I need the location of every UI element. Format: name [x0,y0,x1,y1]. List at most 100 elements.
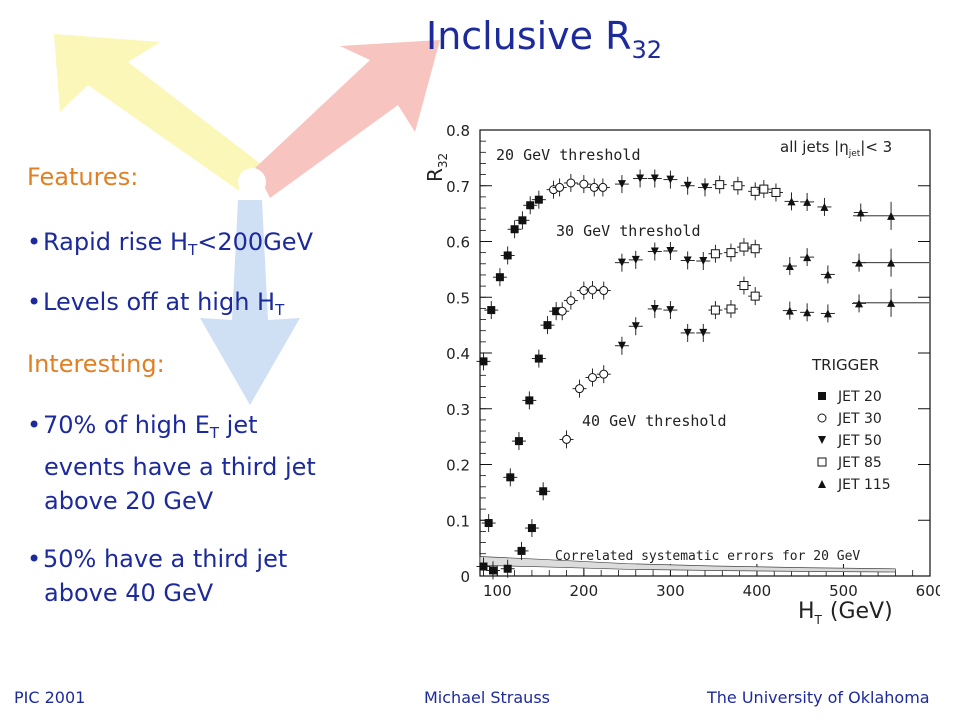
y-tick-label: 0.7 [446,178,470,196]
annotation-30gev: 30 GeV threshold [556,222,701,240]
point-filled-square [517,546,526,555]
series-30-gev-jet-20 [476,302,564,576]
bullet-70-percent: •70% of high ET jet events have a third … [27,408,387,518]
y-axis-label: R32 [423,153,450,182]
point-open-square [726,304,736,314]
plot-labels: 20 GeV threshold 30 GeV threshold 40 GeV… [423,138,893,627]
point-triangle-down [683,256,692,265]
systematics-band-shape [479,556,896,573]
point-filled-square [518,216,527,225]
point-triangle-down [666,246,675,255]
features-heading: Features: [27,163,139,191]
series-20-gev-jet-30 [546,173,610,199]
point-filled-square [479,562,488,571]
series-40-gev-jet-50 [614,299,711,355]
point-filled-square [526,201,535,210]
point-open-circle [566,178,576,188]
bullet-levels-off: •Levels off at high HT [27,288,285,319]
bullet-line-2: above 40 GeV [44,579,214,607]
point-triangle-up [823,309,832,318]
point-triangle-up [887,298,896,307]
point-triangle-down [666,175,675,184]
point-filled-square [487,306,496,315]
series-20-gev-jet-85 [712,175,783,202]
point-open-circle [588,285,597,295]
series-30-gev-jet-30 [555,281,611,321]
bullet-subscript: T [188,241,198,259]
point-triangle-up [887,211,896,220]
annotation-40gev: 40 GeV threshold [582,412,727,430]
series-40-gev-jet-30 [559,365,611,449]
point-open-circle [555,182,565,192]
point-open-square [710,249,720,259]
point-open-circle [598,182,608,192]
footer-left: PIC 2001 [14,688,86,707]
point-triangle-up [887,258,896,267]
point-open-square [739,242,749,252]
legend-entry-label: JET 30 [837,411,882,427]
series-20-gev-jet-20 [476,190,546,371]
y-tick-label: 0.2 [446,457,470,475]
red-arrow-shape [255,40,440,198]
point-triangle-down [683,181,692,190]
point-triangle-up [855,299,864,308]
point-open-circle [588,373,597,383]
bullet-subscript: T [209,424,220,442]
point-triangle-down [650,304,659,313]
series-40-gev-jet-20 [485,482,551,580]
y-tick-label: 0.3 [446,401,470,419]
point-triangle-up [803,253,812,262]
point-open-square [750,244,760,254]
point-triangle-up [820,202,829,211]
point-open-square [733,181,743,191]
point-filled-square [488,566,497,575]
footer-center: Michael Strauss [424,688,550,707]
point-filled-square [539,487,548,496]
point-triangle-down [701,183,709,192]
point-triangle-up [803,197,812,206]
point-filled-square [503,251,512,260]
point-filled-square [543,321,552,330]
legend-entry-label: JET 115 [837,477,891,493]
series-30-gev-jet-115 [782,248,930,284]
bullet-50-percent: •50% have a third jet above 40 GeV [27,542,387,610]
point-triangle-down [617,341,626,350]
point-filled-square [495,273,504,282]
bullet-tail: <200GeV [197,228,313,256]
title-subscript: 32 [631,36,663,64]
bullet-rapid-rise: •Rapid rise HT<200GeV [27,228,313,259]
point-triangle-down [617,180,626,189]
annotation-20gev: 20 GeV threshold [496,146,641,164]
point-open-circle [557,306,567,316]
point-open-circle [599,369,609,379]
point-triangle-down [650,174,659,183]
point-triangle-up [856,208,865,217]
legend-title: TRIGGER [811,356,879,374]
point-triangle-down [631,255,640,264]
bullet-subscript: T [275,301,285,319]
point-triangle-down [666,306,675,315]
point-open-square [750,291,760,301]
point-open-circle [579,286,589,296]
y-tick-label: 0.4 [446,345,470,363]
plot-border [479,129,931,577]
point-filled-square [818,392,826,400]
point-triangle-up [785,306,794,315]
point-open-square [750,186,760,196]
x-tick-label: 100 [483,582,512,600]
slide-title: Inclusive R32 [426,14,662,64]
series-40-gev-jet-115 [782,288,930,323]
point-filled-square [527,524,536,533]
legend: JET 20 JET 30 JET 50 JET 85 JET 115 [817,389,891,493]
bullet-text: 70% of high E [43,411,210,439]
series-30-gev-jet-85 [708,238,763,263]
tick-labels: 0 0.1 0.2 0.3 0.4 0.5 0.6 0.7 0.8 100 200 300 400 500… [446,122,940,600]
point-open-square [710,305,720,315]
point-filled-square [525,396,534,405]
point-triangle-up [823,270,832,279]
x-axis-label: HT (GeV) [798,599,893,627]
point-triangle-down [636,174,645,183]
blue-arrow-shape [200,200,300,405]
point-open-circle [566,296,576,306]
